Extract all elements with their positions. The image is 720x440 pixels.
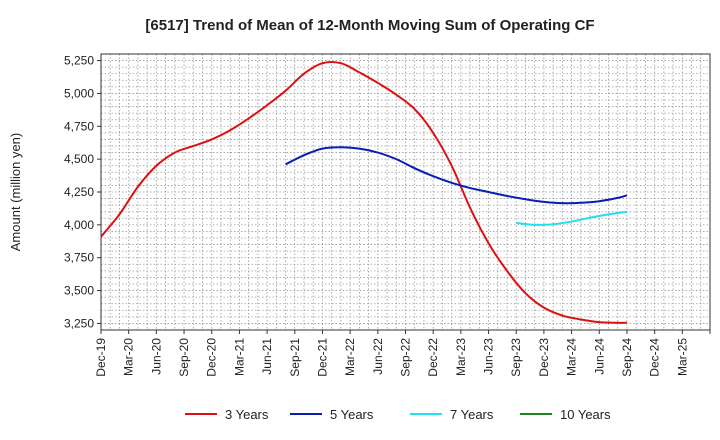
x-tick-label: Dec-22	[426, 338, 440, 377]
x-tick-label: Mar-21	[232, 338, 246, 376]
y-tick-label: 3,250	[64, 316, 94, 330]
y-tick-label: 5,250	[64, 54, 94, 68]
x-tick-label: Dec-20	[205, 338, 219, 377]
x-tick-label: Dec-21	[315, 338, 329, 377]
legend-item-7-years: 7 Years	[410, 407, 494, 422]
x-tick-label: Jun-21	[260, 338, 274, 375]
y-axis-label: Amount (million yen)	[8, 133, 23, 252]
legend-item-10-years: 10 Years	[520, 407, 611, 422]
series-line-7-years	[516, 210, 628, 226]
x-tick-label: Mar-20	[122, 338, 136, 376]
y-tick-label: 5,000	[64, 86, 94, 100]
legend-label: 10 Years	[560, 407, 611, 422]
x-tick-label: Sep-20	[177, 338, 191, 377]
x-tick-label: Sep-23	[509, 338, 523, 377]
y-axis-ticks: 3,250 3,500 3,750 4,000 4,250 4,500 4,750 5,000…	[64, 54, 101, 330]
x-axis-ticks: Dec-19 Mar-20 Jun-20 Sep-20 Dec-20 Mar-21 Jun-…	[94, 330, 711, 377]
series-lines	[100, 60, 628, 324]
x-tick-label: Mar-24	[565, 338, 579, 376]
legend-label: 5 Years	[330, 407, 374, 422]
legend-item-3-years: 3 Years	[185, 407, 269, 422]
x-tick-label: Mar-23	[454, 338, 468, 376]
y-tick-label: 4,250	[64, 185, 94, 199]
x-tick-label: Sep-21	[288, 338, 302, 377]
series-line-5-years	[285, 146, 628, 205]
y-tick-label: 4,750	[64, 119, 94, 133]
x-tick-label: Dec-19	[94, 338, 108, 377]
x-tick-label: Sep-24	[620, 338, 634, 377]
x-tick-label: Jun-22	[371, 338, 385, 375]
y-tick-label: 3,500	[64, 284, 94, 298]
x-tick-label: Jun-20	[149, 338, 163, 375]
legend: 3 Years 5 Years 7 Years 10 Years	[185, 407, 611, 422]
x-tick-label: Sep-22	[399, 338, 413, 377]
legend-label: 3 Years	[225, 407, 269, 422]
x-tick-label: Dec-23	[537, 338, 551, 377]
x-tick-label: Jun-23	[482, 338, 496, 375]
y-tick-label: 4,000	[64, 218, 94, 232]
x-tick-label: Mar-25	[675, 338, 689, 376]
legend-item-5-years: 5 Years	[290, 407, 374, 422]
y-tick-label: 3,750	[64, 251, 94, 265]
grid-lines	[101, 53, 710, 330]
x-tick-label: Mar-22	[343, 338, 357, 376]
x-tick-label: Jun-24	[592, 338, 606, 375]
series-line-3-years	[100, 60, 627, 324]
y-tick-label: 4,500	[64, 152, 94, 166]
legend-label: 7 Years	[450, 407, 494, 422]
chart-title: [6517] Trend of Mean of 12-Month Moving …	[145, 17, 594, 34]
x-tick-label: Dec-24	[648, 338, 662, 377]
